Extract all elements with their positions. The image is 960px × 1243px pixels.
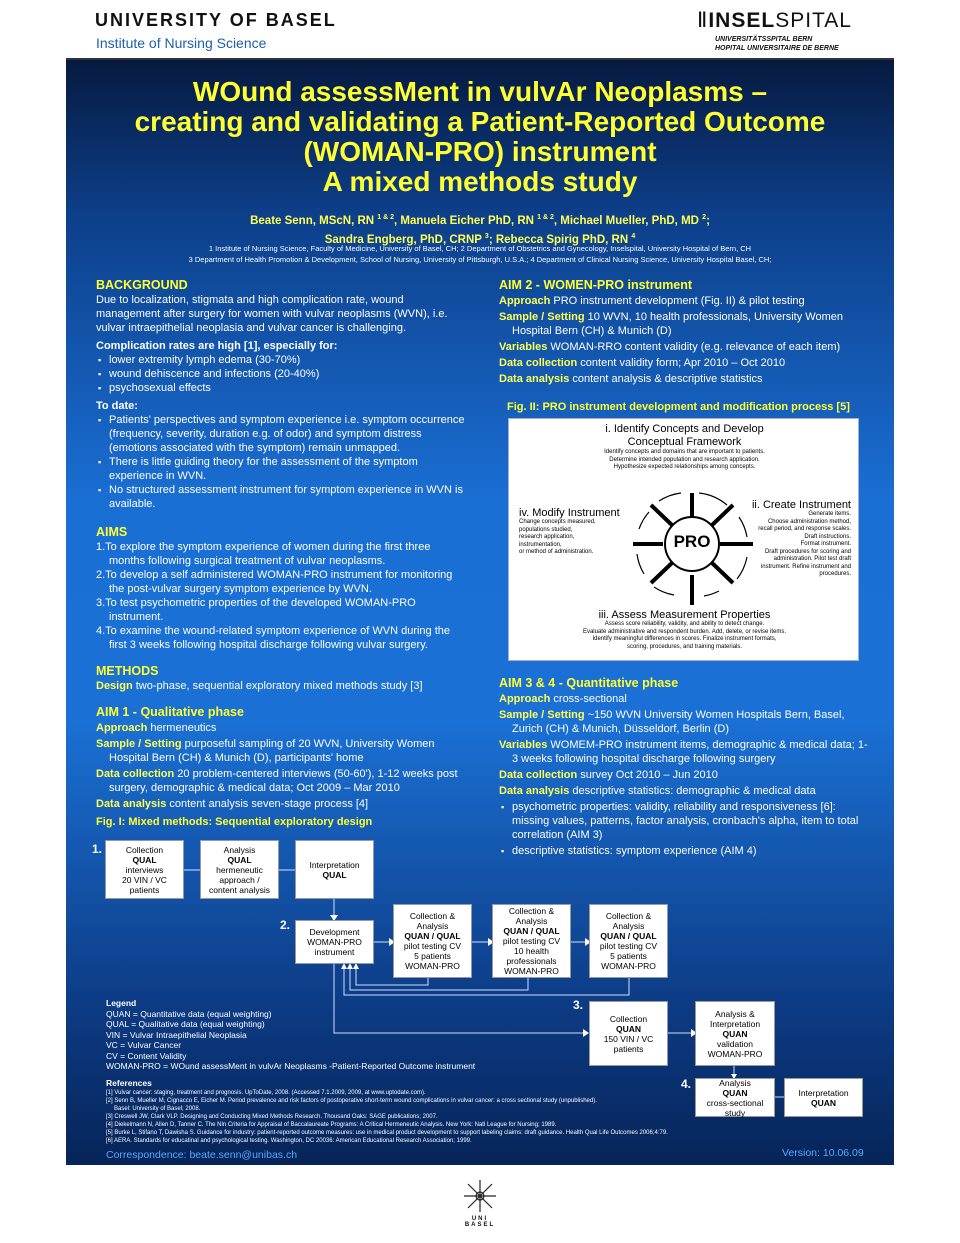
aim34-item: Data collection survey Oct 2010 – Jun 20… <box>499 769 718 781</box>
affiliations: 1 Institute of Nursing Science, Faculty … <box>188 244 772 264</box>
arrowhead <box>488 938 494 946</box>
arrowhead <box>583 1029 589 1037</box>
aim34-item: Sample / Setting ~150 WVN University Wom… <box>499 709 845 735</box>
box-collection-qual: Collection QUAL interviews 20 VIN / VC patie… <box>105 840 184 899</box>
list-item: psychosexual effects <box>96 381 468 395</box>
step-ii: ii. Create Instrument Generate items. Cho… <box>751 499 851 577</box>
box-development: Development WOMAN-PRO instrument <box>295 920 374 964</box>
institute-name: Institute of Nursing Science <box>96 35 267 51</box>
arrowhead <box>341 963 347 969</box>
aim34-item: Approach cross-sectional <box>499 693 627 705</box>
todate-list: Patients' perspectives and symptom exper… <box>96 413 468 511</box>
list-item: 4.To examine the wound-related symptom e… <box>96 625 451 651</box>
arrowhead <box>731 1074 737 1079</box>
box-interpretation-quan: Interpretation QUAN <box>784 1078 863 1117</box>
aim2-item: Approach PRO instrument development (Fig… <box>499 295 805 307</box>
methods-heading: METHODS <box>96 664 159 678</box>
box-pilot-1: Collection & Analysis QUAN / QUAL pilot tes… <box>393 904 472 978</box>
list-item: psychometric properties: validity, relia… <box>499 800 869 842</box>
background-heading: BACKGROUND <box>96 278 188 292</box>
list-item: 1.To explore the symptom experience of w… <box>96 541 431 567</box>
complications-list: lower extremity lymph edema (30-70%) wou… <box>96 353 468 395</box>
poster-title: WOund assessMent in vulvAr Neoplasms – cr… <box>134 76 826 197</box>
list-item: descriptive statistics: symptom experien… <box>499 844 869 858</box>
list-item: Patients' perspectives and symptom exper… <box>96 413 468 455</box>
basel-emblem-icon <box>464 1180 496 1212</box>
list-item: 3.To test psychometric properties of the… <box>96 597 416 623</box>
inselspital-subtitle: UNIVERSITÄTSSPITAL BERN HOPITAL UNIVERSIT… <box>715 36 839 52</box>
box-collection-quan: Collection QUAN 150 VIN / VC patients <box>589 1001 668 1066</box>
fig2-caption: Fig. II: PRO instrument development and … <box>507 401 850 413</box>
list-item: There is little guiding theory for the a… <box>96 455 468 483</box>
arrowhead <box>347 963 353 969</box>
legend: Legend QUAN = Quantitative data (equal w… <box>106 998 476 1071</box>
aim2-item: Variables WOMAN-RRO content validity (e.… <box>499 341 841 353</box>
aim2-item: Data collection content validity form; A… <box>499 357 786 369</box>
box-analysis-validation: Analysis & Interpretation QUAN validation WO… <box>695 1001 775 1066</box>
aim2-item: Sample / Setting 10 WVN, 10 health profe… <box>499 311 843 337</box>
references: References [1] Vulvar cancer: staging, t… <box>106 1078 668 1144</box>
todate-heading: To date: <box>96 400 138 412</box>
complications-heading: Complication rates are high [1], especia… <box>96 340 338 352</box>
aim1-item: Data analysis content analysis seven-sta… <box>96 798 369 810</box>
arrowhead <box>330 915 338 921</box>
background-intro: Due to localization, stigmata and high c… <box>96 294 448 334</box>
right-column: AIM 2 - WOMEN-PRO instrument Approach PR… <box>499 272 869 386</box>
inselspital-logo: ⅡINSELSPITAL <box>697 9 852 32</box>
aim1-item: Data collection 20 problem-centered inte… <box>96 768 458 794</box>
arrowhead <box>353 963 359 969</box>
aims-heading: AIMS <box>96 525 128 539</box>
aims-list: 1.To explore the symptom experience of w… <box>96 540 468 652</box>
list-item: wound dehiscence and infections (20-40%) <box>96 367 468 381</box>
version: Version: 10.06.09 <box>782 1147 864 1159</box>
pro-wheel <box>633 492 753 605</box>
fig2-pro-cycle: PRO i. Identify Concepts and Develop Conc… <box>508 418 859 661</box>
feedback-line <box>355 967 429 986</box>
pro-label: PRO <box>673 532 711 551</box>
aim34-item: Variables WOMEM-PRO instrument items, de… <box>499 739 868 765</box>
step-i: i. Identify Concepts and Develop Conceptu… <box>604 423 765 470</box>
arrowhead <box>691 1029 697 1037</box>
arrowhead <box>389 938 395 946</box>
aim1-heading: AIM 1 - Qualitative phase <box>96 705 244 719</box>
uni-basel-logo: UNI BASEL <box>458 1178 502 1228</box>
list-item: 2.To develop a self administered WOMAN-P… <box>96 569 453 595</box>
arrow-line <box>333 964 587 1034</box>
list-item: lower extremity lymph edema (30-70%) <box>96 353 468 367</box>
box-interpretation-qual: Interpretation QUAL <box>295 840 374 899</box>
step-number: 2. <box>280 918 291 932</box>
poster: WOund assessMent in vulvAr Neoplasms – cr… <box>66 58 894 1165</box>
left-column: BACKGROUND Due to localization, stigmata… <box>96 272 468 811</box>
authors: Beate Senn, MScN, RN 1 & 2, Manuela Eich… <box>250 214 710 246</box>
step-number: 3. <box>573 998 584 1012</box>
aim34-heading: AIM 3 & 4 - Quantitative phase <box>499 676 679 690</box>
arrowhead <box>585 938 591 946</box>
box-analysis-qual: Analysis QUAL hermeneutic approach / content… <box>200 840 279 899</box>
feedback-line <box>349 967 529 991</box>
fig1-connectors <box>184 866 784 1098</box>
box-pilot-3: Collection & Analysis QUAN / QUAL pilot tes… <box>589 904 668 978</box>
aim34-section: AIM 3 & 4 - Quantitative phase Approach … <box>499 670 869 858</box>
step-number: 1. <box>92 842 103 856</box>
step-number: 4. <box>681 1077 692 1091</box>
correspondence-link[interactable]: Correspondence: beate.senn@unibas.ch <box>106 1149 298 1161</box>
aim2-item: Data analysis content analysis & descrip… <box>499 373 763 385</box>
university-logo: UNIVERSITY OF BASEL <box>95 10 337 30</box>
aim34-bullets: psychometric properties: validity, relia… <box>499 800 869 858</box>
aim1-item: Approach hermeneutics <box>96 722 217 734</box>
aim2-heading: AIM 2 - WOMEN-PRO instrument <box>499 278 693 292</box>
box-pilot-2: Collection & Analysis QUAN / QUAL pilot tes… <box>492 904 571 978</box>
step-iii: iii. Assess Measurement Properties Asses… <box>582 609 787 650</box>
box-analysis-cross-sectional: Analysis QUAN cross-sectional study <box>695 1078 775 1118</box>
feedback-line <box>343 967 630 996</box>
fig1-caption: Fig. I: Mixed methods: Sequential explor… <box>96 816 373 828</box>
aim1-item: Sample / Setting purposeful sampling of … <box>96 738 435 764</box>
step-iv: iv. Modify Instrument Change concepts me… <box>519 507 620 555</box>
design: Design two-phase, sequential exploratory… <box>96 680 423 692</box>
aim34-item: Data analysis descriptive statistics: de… <box>499 785 816 797</box>
list-item: No structured assessment instrument for … <box>96 483 468 511</box>
